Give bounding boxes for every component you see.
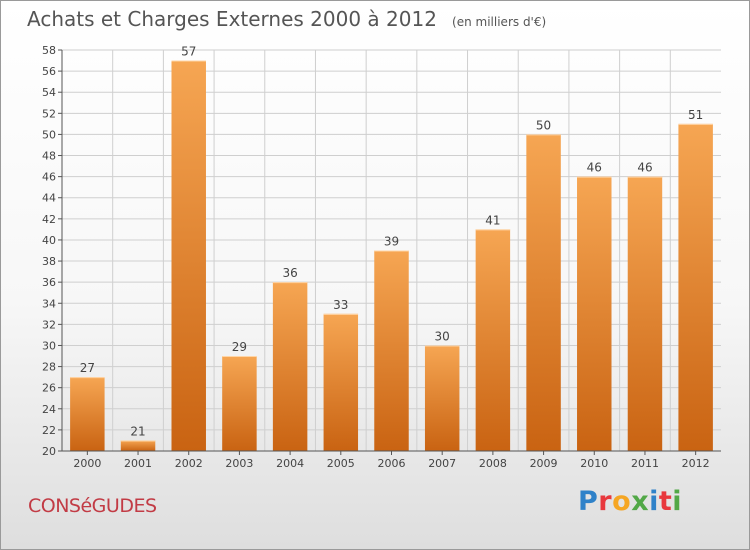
bar — [678, 123, 713, 452]
y-tick-label: 34 — [42, 297, 56, 310]
brand-letter: i — [672, 486, 683, 517]
x-tick-label: 2008 — [479, 457, 507, 470]
bar-value-label: 27 — [80, 361, 95, 375]
bar-value-label: 50 — [536, 118, 551, 132]
proxiti-logo[interactable]: Proxiti — [578, 486, 682, 517]
y-tick-label: 22 — [42, 424, 56, 437]
x-tick-label: 2007 — [428, 457, 456, 470]
y-tick-label: 54 — [42, 86, 56, 99]
bar — [424, 345, 460, 451]
axes: 20 22 24 26 28 30 32 34 36 38 40 42 44 46 48 50 52 54 56 58… — [42, 44, 721, 470]
bar — [222, 356, 257, 451]
y-tick-label: 46 — [42, 171, 56, 184]
y-tick-label: 24 — [42, 403, 56, 416]
x-tick-label: 2010 — [580, 457, 608, 470]
bar — [526, 134, 561, 451]
bar-value-label: 39 — [384, 235, 399, 249]
brand-letter: r — [598, 486, 613, 517]
chart-title-text: Achats et Charges Externes 2000 à 2012 — [27, 7, 437, 31]
bar-value-label: 36 — [282, 266, 297, 280]
x-tick-label: 2006 — [378, 457, 406, 470]
bar — [374, 250, 409, 451]
brand-letter: i — [649, 486, 659, 517]
y-tick-label: 30 — [42, 339, 56, 352]
y-tick-label: 56 — [42, 65, 56, 78]
x-tick-label: 2002 — [175, 457, 203, 470]
chart-unit-label: (en milliers d'€) — [452, 15, 547, 29]
x-tick-label: 2000 — [73, 457, 101, 470]
bar-value-label: 51 — [688, 108, 703, 122]
bars: 27 21 57 29 36 33 39 30 41 50 46 46 51 — [70, 45, 713, 452]
y-tick-label: 20 — [42, 445, 56, 458]
y-tick-label: 28 — [42, 361, 56, 374]
y-tick-label: 42 — [42, 213, 56, 226]
bar — [577, 176, 612, 451]
bar — [70, 377, 105, 451]
x-tick-label: 2004 — [276, 457, 304, 470]
bar — [323, 313, 359, 451]
x-tick-label: 2003 — [225, 457, 253, 470]
y-tick-label: 40 — [42, 234, 56, 247]
y-tick-label: 38 — [42, 255, 56, 268]
bar — [475, 229, 511, 451]
bar — [627, 176, 663, 451]
bar-value-label: 33 — [333, 298, 348, 312]
commune-name: CONSéGUDES — [28, 495, 157, 517]
brand-letter: o — [612, 486, 632, 517]
y-tick-label: 58 — [42, 44, 56, 57]
brand-letter: P — [578, 486, 599, 517]
bar-value-label: 21 — [130, 424, 145, 438]
brand-letter: t — [658, 486, 673, 517]
bar-value-label: 57 — [181, 45, 196, 59]
bar — [120, 440, 156, 451]
x-tick-label: 2001 — [124, 457, 152, 470]
y-tick-label: 36 — [42, 276, 56, 289]
x-tick-label: 2012 — [682, 457, 710, 470]
bar — [272, 282, 308, 451]
y-tick-label: 52 — [42, 107, 56, 120]
x-tick-label: 2011 — [631, 457, 659, 470]
y-tick-label: 32 — [42, 318, 56, 331]
chart-title: Achats et Charges Externes 2000 à 2012 (… — [27, 7, 546, 31]
x-tick-label: 2009 — [530, 457, 558, 470]
bar-value-label: 30 — [435, 329, 450, 343]
bar-value-label: 41 — [485, 213, 500, 227]
y-tick-label: 26 — [42, 382, 56, 395]
y-tick-label: 48 — [42, 150, 56, 163]
bar — [171, 60, 206, 451]
bar-value-label: 46 — [637, 161, 652, 175]
x-tick-label: 2005 — [327, 457, 355, 470]
bar-value-label: 29 — [232, 340, 247, 354]
y-tick-label: 44 — [42, 192, 56, 205]
y-tick-label: 50 — [42, 128, 56, 141]
brand-letter: x — [631, 486, 650, 517]
bar-value-label: 46 — [587, 161, 602, 175]
